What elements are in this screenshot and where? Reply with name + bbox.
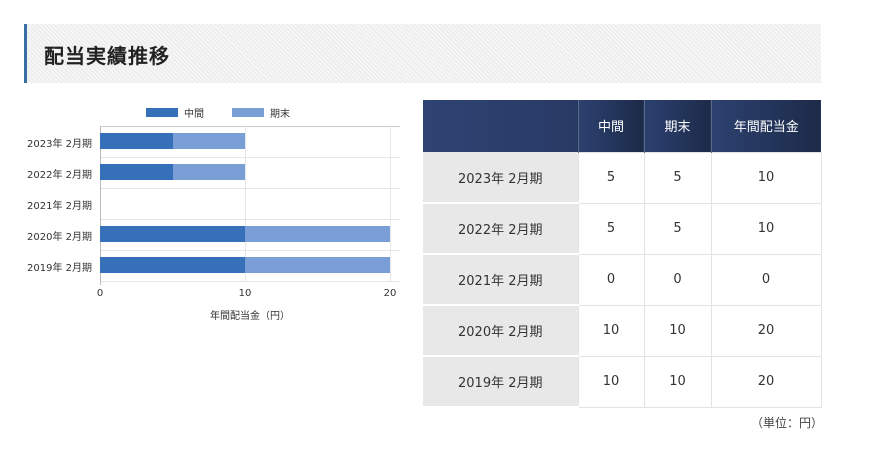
table-row: 2020年 2月期 10 10 20 (423, 304, 822, 357)
table-header-row: 中間 期末 年間配当金 (423, 100, 821, 152)
legend-label-interim[interactable]: 中間 (184, 108, 204, 120)
table-row: 2021年 2月期 0 0 0 (423, 253, 822, 306)
cell-period: 2020年 2月期 (423, 305, 578, 357)
y-axis-label: 2023年 2月期 (27, 139, 92, 150)
x-tick: 0 (96, 288, 104, 299)
legend-swatch-interim[interactable] (146, 107, 178, 117)
gridline (100, 157, 400, 158)
dividend-table-wrapper: 中間 期末 年間配当金 2023年 2月期 5 5 10 2022年 2月期 5… (423, 100, 822, 408)
y-axis-label: 2019年 2月期 (27, 263, 92, 274)
cell-interim: 10 (577, 304, 645, 357)
header-interim: 中間 (577, 100, 644, 152)
bar-segment-interim[interactable] (100, 257, 245, 273)
y-axis-label: 2021年 2月期 (27, 201, 92, 212)
plot-area (100, 126, 400, 285)
bar-segment-year-end[interactable] (245, 257, 390, 273)
legend-label-year-end[interactable]: 期末 (270, 108, 290, 120)
gridline (100, 188, 400, 189)
cell-interim: 5 (577, 202, 645, 255)
y-axis-label: 2020年 2月期 (27, 232, 92, 243)
bar-segment-year-end[interactable] (245, 226, 390, 242)
cell-annual: 10 (710, 151, 822, 204)
table-row: 2019年 2月期 10 10 20 (423, 355, 822, 408)
cell-year-end: 5 (643, 151, 712, 204)
bar-segment-interim[interactable] (100, 164, 173, 180)
legend-swatch-year-end[interactable] (232, 107, 264, 117)
section-title: 配当実績推移 (44, 44, 170, 68)
cell-period: 2021年 2月期 (423, 254, 578, 306)
cell-annual: 20 (710, 355, 822, 408)
x-axis-title: 年間配当金（円） (210, 311, 290, 322)
dividend-table: 中間 期末 年間配当金 2023年 2月期 5 5 10 2022年 2月期 5… (423, 100, 822, 408)
section-header: 配当実績推移 (24, 24, 821, 83)
x-tick: 20 (383, 288, 397, 299)
cell-interim: 0 (577, 253, 645, 306)
cell-period: 2023年 2月期 (423, 152, 578, 204)
cell-interim: 10 (577, 355, 645, 408)
cell-year-end: 0 (643, 253, 712, 306)
gridline (100, 126, 400, 127)
header-annual: 年間配当金 (710, 100, 821, 152)
gridline (100, 250, 400, 251)
y-axis-label: 2022年 2月期 (27, 170, 92, 181)
gridline (100, 281, 400, 282)
gridline (390, 126, 391, 281)
cell-annual: 10 (710, 202, 822, 255)
cell-year-end: 10 (643, 355, 712, 408)
cell-interim: 5 (577, 151, 645, 204)
header-year-end: 期末 (643, 100, 711, 152)
bar-row (100, 257, 390, 273)
bar-segment-interim[interactable] (100, 226, 245, 242)
bar-segment-year-end[interactable] (172, 133, 245, 149)
bar-row (100, 226, 390, 242)
cell-annual: 20 (710, 304, 822, 357)
chart-legend: 中間 期末 (146, 106, 318, 120)
x-tick: 10 (238, 288, 252, 299)
cell-year-end: 10 (643, 304, 712, 357)
header-period (423, 100, 578, 152)
table-row: 2022年 2月期 5 5 10 (423, 202, 822, 255)
bar-row (100, 133, 245, 149)
gridline (100, 219, 400, 220)
gridline (245, 126, 246, 281)
bar-segment-interim[interactable] (100, 133, 173, 149)
cell-annual: 0 (710, 253, 822, 306)
bar-row (100, 164, 245, 180)
bar-segment-year-end[interactable] (172, 164, 245, 180)
cell-year-end: 5 (643, 202, 712, 255)
cell-period: 2022年 2月期 (423, 203, 578, 255)
y-axis-line (100, 126, 101, 285)
unit-note: （単位：円） (751, 416, 824, 430)
table-row: 2023年 2月期 5 5 10 (423, 151, 822, 204)
cell-period: 2019年 2月期 (423, 356, 578, 408)
dividend-chart: 中間 期末 2023年 2月期 2022年 2月期 2021年 2月期 2020… (0, 95, 420, 335)
